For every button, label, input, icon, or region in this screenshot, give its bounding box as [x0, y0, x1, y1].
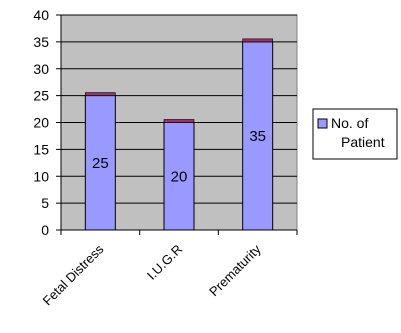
bar: [163, 122, 195, 231]
legend-label-line-1: No. of: [331, 115, 368, 131]
y-tick-label: 30: [33, 61, 49, 77]
bar-top-cap: [242, 38, 273, 43]
legend-box: [312, 108, 398, 160]
x-tick-label: I.U.G.R: [144, 242, 185, 283]
data-label: 20: [171, 168, 188, 185]
data-label: 25: [92, 155, 109, 172]
y-tick-label: 25: [33, 88, 49, 104]
y-axis: [56, 14, 62, 231]
data-labels: 25 20 35: [92, 128, 266, 185]
y-tick-label: 20: [33, 115, 49, 131]
y-tick-label: 5: [41, 195, 49, 211]
legend-swatch: [317, 118, 328, 129]
y-tick-label: 10: [33, 168, 49, 184]
legend-label-line-2: Patient: [341, 134, 385, 150]
x-axis: [60, 229, 298, 235]
bar-top-cap: [163, 119, 195, 123]
bar-top-cap: [85, 92, 116, 96]
y-tick-label: 40: [33, 7, 49, 23]
bar: [242, 41, 274, 231]
data-label: 35: [249, 128, 266, 145]
bars: [84, 38, 274, 231]
y-tick-label: 15: [33, 141, 49, 157]
x-tick-label: Fetal Distress: [40, 241, 107, 308]
y-tick-labels: 0 5 10 15 20 25 30 35 40: [33, 7, 49, 238]
x-tick-label: Prematurity: [206, 241, 264, 299]
x-tick-labels: Fetal Distress I.U.G.R Prematurity: [40, 241, 264, 308]
y-tick-label: 35: [33, 34, 49, 50]
y-tick-label: 0: [41, 222, 49, 238]
legend: No. of Patient: [312, 108, 398, 160]
